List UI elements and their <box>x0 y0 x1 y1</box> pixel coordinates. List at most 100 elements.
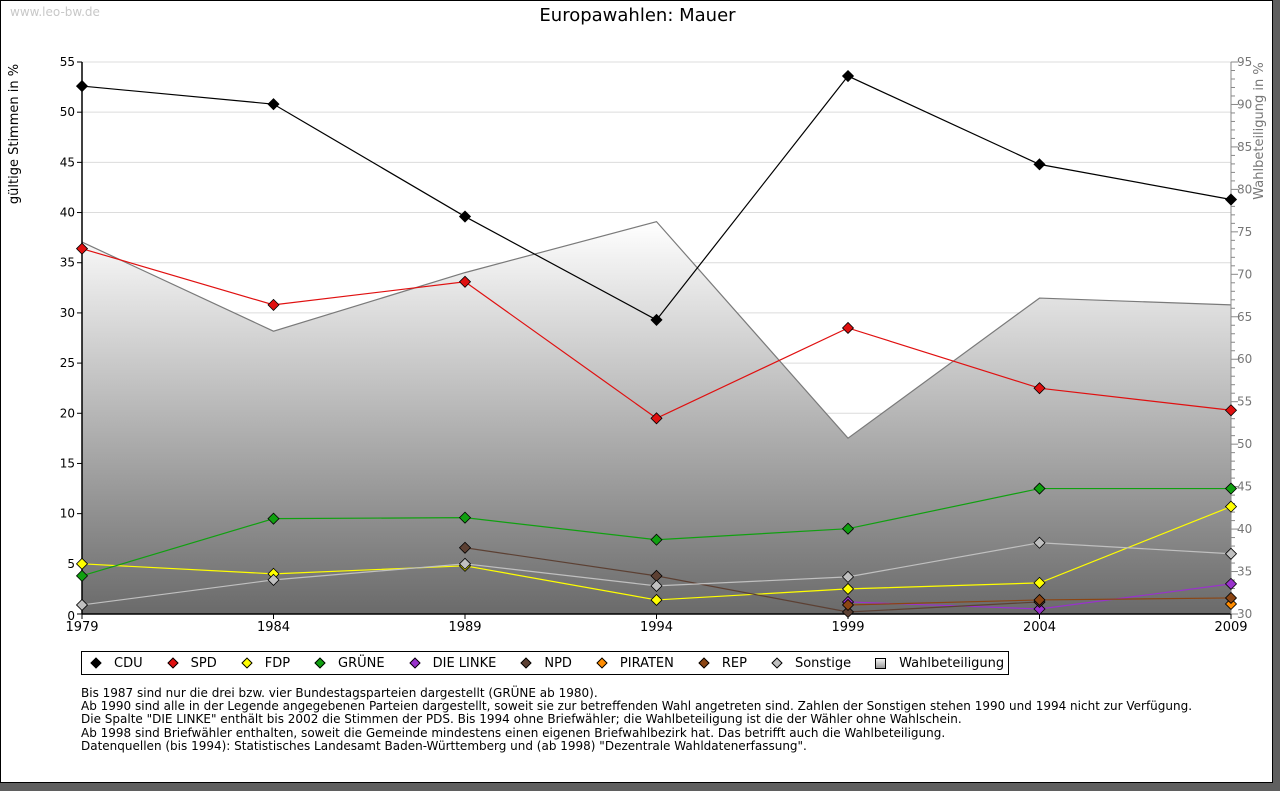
legend-label: REP <box>721 655 747 671</box>
y-tick-label-left: 35 <box>60 256 75 270</box>
x-tick-label: 2009 <box>1214 620 1247 635</box>
marker-cdu <box>458 210 472 223</box>
note-line: Die Spalte "DIE LINKE" enthält bis 2002 … <box>81 712 962 727</box>
legend-item: Sonstige <box>769 656 851 671</box>
marker-fdp <box>75 557 89 570</box>
y-tick-label-left: 5 <box>67 557 75 571</box>
legend-item: FDP <box>239 656 290 671</box>
chart-notes: Bis 1987 sind nur die drei bzw. vier Bun… <box>81 686 1193 753</box>
marker-sonstige <box>267 573 280 586</box>
y-tick-label-left: 55 <box>60 55 75 69</box>
marker-rep <box>1224 591 1238 605</box>
y-tick-label-left: 0 <box>67 609 75 623</box>
legend-diamond-icon <box>520 657 533 669</box>
legend-diamond-icon <box>408 657 421 669</box>
marker-npd <box>841 605 855 619</box>
note-line: Datenquellen (bis 1994): Statistisches L… <box>81 738 807 753</box>
marker-die-linke <box>1033 602 1046 616</box>
marker-gr-ne <box>458 511 472 524</box>
y-tick-label-left: 45 <box>60 155 75 169</box>
chart-plot: 0 5 10 15 20 25 30 35 40 45 50 55 30 35 40 45 50 55 60 65 70… <box>7 55 1267 635</box>
watermark: www.leo-bw.de <box>10 5 100 19</box>
y-tick-label-right: 70 <box>1237 267 1252 281</box>
axes: 0 5 10 15 20 25 30 35 40 45 50 55 30 35 40 45 50 55 60 65 70… <box>60 55 1253 635</box>
marker-spd <box>1033 382 1046 395</box>
marker-spd <box>841 321 855 335</box>
x-tick-label: 1999 <box>831 620 864 635</box>
note-line: Ab 1990 sind alle in der Legende angegeb… <box>81 699 1193 714</box>
marker-die-linke <box>1224 577 1238 590</box>
marker-spd <box>458 275 472 288</box>
y-tick-label-right: 85 <box>1237 140 1252 154</box>
y-tick-label-right: 45 <box>1237 480 1252 494</box>
legend-diamond-icon <box>771 657 783 669</box>
marker-gr-ne <box>1033 482 1046 495</box>
y-axis-label-right: Wahlbeteiligung in % <box>1252 62 1267 199</box>
y-tick-label-right: 80 <box>1237 182 1252 196</box>
legend-label: CDU <box>114 655 143 671</box>
y-tick-label-right: 60 <box>1237 352 1252 366</box>
legend-item: NPD <box>518 656 572 671</box>
y-tick-label-right: 90 <box>1237 97 1252 111</box>
legend-diamond-icon <box>90 657 102 669</box>
y-tick-label-right: 40 <box>1237 522 1252 536</box>
series-markers <box>75 69 1238 619</box>
marker-cdu <box>650 313 663 327</box>
x-tick-label: 1994 <box>640 620 673 635</box>
legend-item: PIRATEN <box>594 656 674 671</box>
marker-npd <box>458 541 472 554</box>
marker-gr-ne <box>650 533 663 546</box>
marker-cdu <box>1033 158 1046 171</box>
legend-area-swatch-icon <box>875 657 887 669</box>
legend-diamond-icon <box>314 657 326 669</box>
marker-sonstige <box>1224 547 1238 560</box>
legend-label: PIRATEN <box>619 655 674 671</box>
y-tick-label-left: 40 <box>60 206 75 220</box>
marker-sonstige <box>75 598 89 612</box>
legend-item: Wahlbeteiligung <box>873 656 1004 671</box>
legend-label: GRÜNE <box>338 655 385 671</box>
legend: CDU SPD FDP GRÜNE DIE LINKE NPD PIRATEN REP Sons… <box>81 651 1010 675</box>
marker-fdp <box>1224 500 1238 513</box>
marker-fdp <box>1033 576 1046 589</box>
marker-spd <box>267 298 280 311</box>
legend-label: Sonstige <box>794 655 852 671</box>
y-tick-label-right: 35 <box>1237 565 1252 579</box>
legend-diamond-icon <box>241 657 253 669</box>
legend-diamond-icon <box>596 657 608 669</box>
y-tick-label-right: 55 <box>1237 395 1252 409</box>
legend-label: SPD <box>190 655 217 671</box>
x-tick-label: 1984 <box>257 620 290 635</box>
legend-item: GRÜNE <box>312 656 385 671</box>
marker-spd <box>75 242 89 255</box>
marker-gr-ne <box>1224 482 1238 495</box>
legend-item: CDU <box>88 656 143 671</box>
note-line: Bis 1987 sind nur die drei bzw. vier Bun… <box>81 686 598 700</box>
marker-rep <box>1033 593 1046 607</box>
y-tick-label-left: 25 <box>60 356 75 370</box>
y-axis-label-left: gültige Stimmen in % <box>7 64 22 204</box>
x-tick-label: 2004 <box>1023 620 1056 635</box>
y-tick-label-right: 50 <box>1237 437 1252 451</box>
marker-sonstige <box>841 570 855 583</box>
turnout-line <box>81 220 1232 440</box>
marker-spd <box>1224 404 1238 417</box>
y-tick-label-left: 20 <box>60 406 75 420</box>
note-line: Ab 1998 sind Briefwähler enthalten, sowe… <box>81 725 946 740</box>
x-tick-label: 1989 <box>448 620 481 635</box>
y-tick-label-right: 75 <box>1237 225 1252 239</box>
marker-sonstige <box>650 579 663 592</box>
marker-gr-ne <box>75 569 89 582</box>
y-tick-label-right: 30 <box>1237 607 1252 621</box>
y-tick-label-right: 95 <box>1237 55 1252 69</box>
y-tick-label-left: 50 <box>60 105 75 119</box>
marker-sonstige <box>1033 536 1046 549</box>
legend-diamond-icon <box>698 657 710 669</box>
legend-label: Wahlbeteiligung <box>899 655 1005 671</box>
legend-item: DIE LINKE <box>407 656 496 671</box>
marker-cdu <box>267 98 280 111</box>
legend-item: REP <box>696 656 747 671</box>
y-tick-label-left: 15 <box>60 456 75 470</box>
legend-diamond-icon <box>166 657 179 669</box>
